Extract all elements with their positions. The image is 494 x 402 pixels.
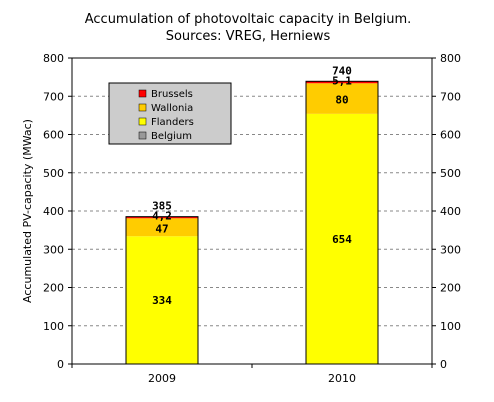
bar-segment-wallonia-2010: [306, 83, 378, 114]
y-tick-label: 300: [43, 243, 64, 256]
legend-box: [108, 82, 232, 145]
data-label-flanders: 654: [332, 233, 352, 246]
legend-label-brussels: Brussels: [151, 89, 193, 100]
data-label-flanders: 334: [152, 294, 172, 307]
y-tick-label: 500: [43, 167, 64, 180]
y-tick-label: 700: [43, 90, 64, 103]
y-tick-label: 800: [43, 52, 64, 65]
y-tick-label: 400: [440, 205, 461, 218]
legend-swatch-belgium: [138, 131, 147, 140]
y-tick-label: 700: [440, 90, 461, 103]
legend-label-flanders: Flanders: [151, 117, 194, 128]
bar-segment-flanders-2010: [306, 113, 378, 364]
legend: Brussels Wallonia Flanders Belgium: [108, 82, 232, 145]
bars: [125, 80, 379, 365]
x-tick-label: 2010: [328, 372, 356, 385]
legend-swatch-flanders: [138, 117, 147, 126]
y-tick-label: 600: [43, 129, 64, 142]
data-label-wallonia: 47: [155, 222, 168, 235]
bar-segment-wallonia-2009: [126, 218, 198, 237]
x-tick-label: 2009: [148, 372, 176, 385]
bar-segment-brussels-2009: [126, 216, 198, 219]
y-tick-label: 400: [43, 205, 64, 218]
data-label-brussels: 4,2: [152, 210, 172, 223]
data-label-total: 385: [152, 200, 172, 213]
data-label-wallonia: 80: [335, 94, 348, 107]
x-axis: 2009 2010: [71, 364, 433, 385]
y-axis-right: 0 100 200 300 400 500 600 700 800: [432, 52, 461, 371]
data-label-brussels: 5,1: [332, 74, 352, 87]
legend-label-belgium: Belgium: [151, 131, 192, 142]
y-tick-label: 0: [440, 358, 447, 371]
y-tick-label: 300: [440, 243, 461, 256]
y-tick-label: 100: [440, 320, 461, 333]
y-axis-left: 0 100 200 300 400 500 600 700 800: [43, 52, 72, 371]
bar-segment-flanders-2009: [126, 236, 198, 364]
bar-segment-brussels-2010: [306, 81, 378, 84]
y-tick-label: 200: [43, 282, 64, 295]
legend-label-wallonia: Wallonia: [151, 103, 193, 114]
chart-title-line2: Sources: VREG, Herniews: [166, 29, 331, 44]
y-tick-label: 200: [440, 282, 461, 295]
chart-title-line1: Accumulation of photovoltaic capacity in…: [85, 12, 412, 27]
y-tick-label: 100: [43, 320, 64, 333]
y-tick-label: 600: [440, 129, 461, 142]
y-tick-label: 0: [57, 358, 64, 371]
y-axis-label: Accumulated PV-capacity (MWac): [21, 119, 34, 303]
legend-swatch-brussels: [138, 89, 147, 98]
legend-swatch-wallonia: [138, 103, 147, 112]
y-tick-label: 800: [440, 52, 461, 65]
y-tick-label: 500: [440, 167, 461, 180]
data-label-total: 740: [332, 64, 352, 77]
